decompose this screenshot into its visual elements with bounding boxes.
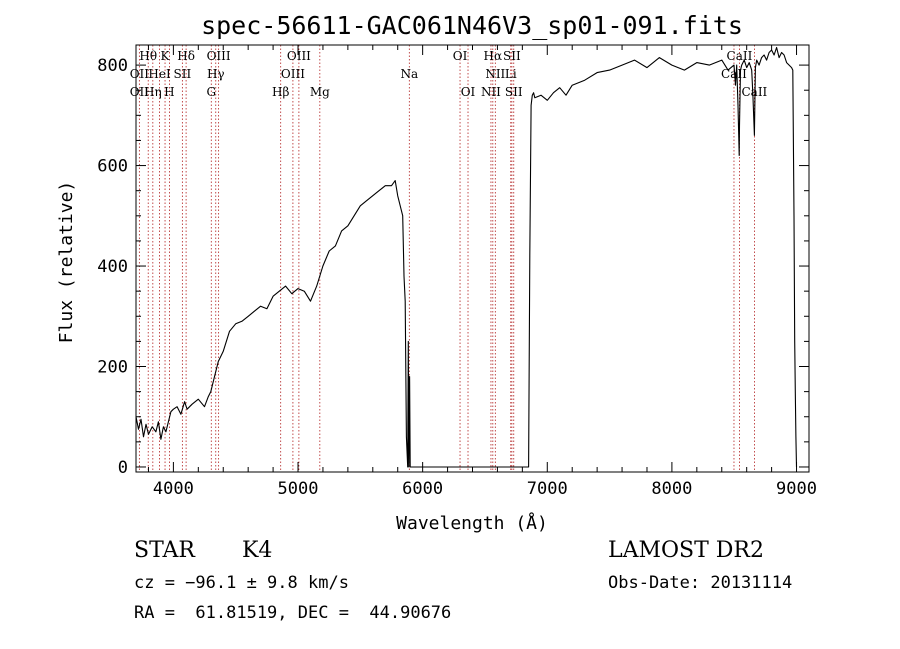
line-label: H	[164, 85, 174, 99]
y-axis-ticks: 0 200 400 600 800	[97, 56, 809, 478]
line-label: SII	[505, 85, 523, 99]
line-label: Hα	[484, 49, 503, 63]
line-label: NII	[481, 85, 501, 99]
line-label: G	[206, 85, 216, 99]
line-label: Hη	[144, 85, 162, 99]
line-label: Hβ	[272, 85, 289, 99]
x-tick-label: 7000	[527, 479, 568, 499]
redshift-cz: cz = −96.1 ± 9.8 km/s	[134, 573, 349, 593]
y-tick-label: 600	[97, 157, 128, 177]
line-label: Li	[505, 67, 517, 81]
y-tick-label: 400	[97, 257, 128, 277]
object-subclass: K4	[242, 538, 273, 563]
line-label: CaII	[741, 85, 767, 99]
line-label: OII	[130, 85, 150, 99]
plot-frame	[135, 44, 810, 473]
line-label: Hδ	[177, 49, 195, 63]
object-class: STAR	[134, 538, 195, 563]
line-label: HeI	[148, 67, 171, 81]
line-label: K	[161, 49, 171, 63]
chart-title: spec-56611-GAC061N46V3_sp01-091.fits	[201, 11, 743, 40]
line-label: CaII	[727, 49, 753, 63]
x-tick-label: 5000	[278, 479, 319, 499]
y-axis-label: Flux (relative)	[56, 181, 77, 344]
line-label: CaII	[721, 67, 747, 81]
observation-date: Obs-Date: 20131114	[608, 573, 793, 593]
line-label: OIII	[281, 67, 305, 81]
y-tick-label: 0	[118, 458, 128, 478]
line-label: OI	[453, 49, 468, 63]
line-label: OII	[130, 67, 150, 81]
y-tick-label: 800	[97, 56, 128, 76]
spectrum-series-line	[135, 46, 798, 468]
x-tick-label: 8000	[651, 479, 692, 499]
line-label: Mg	[310, 85, 330, 99]
ra-dec-coordinates: RA = 61.81519, DEC = 44.90676	[134, 603, 452, 623]
line-label: SII	[503, 49, 521, 63]
y-tick-label: 200	[97, 358, 128, 378]
x-tick-label: 4000	[153, 479, 194, 499]
x-axis-label: Wavelength (Å)	[396, 512, 548, 534]
line-label: OIII	[207, 49, 231, 63]
line-label: Hγ	[207, 67, 225, 81]
x-tick-label: 6000	[402, 479, 443, 499]
x-tick-label: 9000	[776, 479, 817, 499]
x-axis-ticks: 4000 5000 6000 7000 8000 9000	[147, 45, 817, 499]
line-label: OIII	[287, 49, 311, 63]
line-label: OI	[461, 85, 476, 99]
line-label: Na	[400, 67, 418, 81]
line-label: Hθ	[139, 49, 157, 63]
line-label: SII	[174, 67, 192, 81]
spectral-marker-lines	[138, 45, 755, 472]
line-label: NII	[485, 67, 505, 81]
survey-name: LAMOST DR2	[608, 538, 764, 563]
